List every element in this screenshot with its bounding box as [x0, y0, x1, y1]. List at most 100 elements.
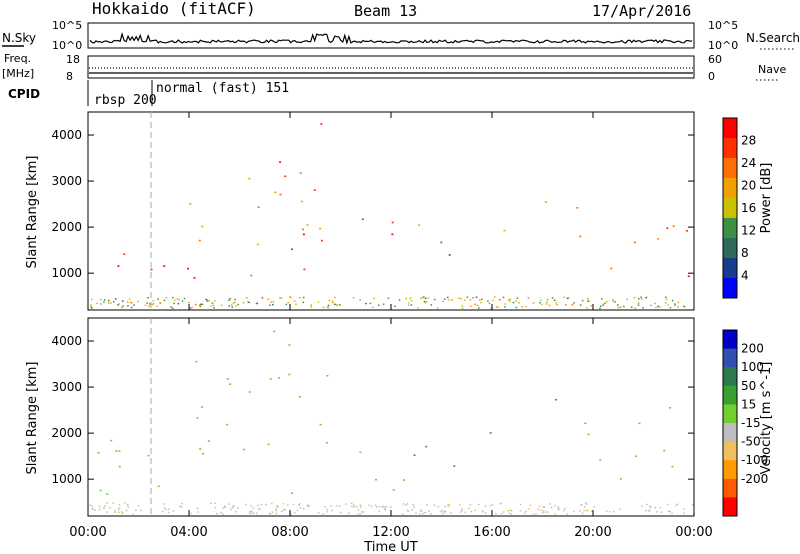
data-point [357, 509, 360, 511]
data-point [152, 300, 155, 302]
data-point [630, 306, 633, 308]
data-point [493, 296, 496, 298]
data-point [280, 510, 283, 513]
data-point [656, 511, 658, 513]
data-point [317, 301, 320, 303]
colorbar-swatch [723, 278, 737, 299]
data-point [405, 297, 407, 300]
data-point [324, 506, 326, 508]
data-point [197, 511, 199, 513]
data-point [284, 508, 286, 511]
data-point [245, 503, 247, 506]
data-point [118, 303, 120, 305]
data-point [196, 507, 199, 509]
data-point [646, 503, 648, 506]
data-point [491, 299, 494, 301]
data-point [302, 508, 305, 510]
data-point [365, 302, 367, 305]
data-point [350, 502, 353, 504]
data-point [110, 439, 113, 442]
data-point [107, 302, 110, 304]
data-point [481, 298, 483, 300]
data-point [667, 304, 670, 306]
data-point [256, 243, 259, 246]
data-point [550, 506, 553, 509]
data-point [406, 509, 409, 512]
data-point [410, 304, 413, 306]
data-point [499, 502, 502, 505]
data-point [174, 299, 176, 301]
data-point [507, 510, 509, 512]
data-point [98, 505, 101, 508]
freq-unit-label: [MHz] [2, 67, 34, 80]
data-point [130, 302, 133, 304]
data-point [682, 508, 685, 510]
data-point [220, 511, 222, 514]
data-point [279, 297, 281, 299]
data-point [234, 511, 237, 513]
data-point [107, 299, 110, 302]
data-point [637, 304, 640, 306]
data-point [118, 504, 121, 506]
data-point [272, 301, 275, 303]
data-point [103, 299, 106, 301]
data-point [463, 299, 466, 301]
data-point [572, 510, 575, 513]
data-point [519, 510, 522, 512]
data-point [603, 302, 606, 305]
data-point [406, 503, 409, 505]
data-point [118, 511, 120, 513]
data-point [439, 511, 442, 513]
time-xlabel: Time UT [363, 540, 417, 554]
data-point [490, 504, 492, 507]
data-point [191, 306, 193, 309]
data-point [581, 299, 584, 302]
data-point [368, 504, 371, 506]
data-point [402, 503, 405, 505]
data-point [424, 512, 426, 514]
cpid-label: CPID [8, 87, 40, 101]
data-point [491, 503, 494, 506]
data-point [248, 177, 251, 180]
data-point [306, 505, 309, 507]
data-point [443, 298, 446, 300]
freq-label: Freq. [4, 52, 31, 65]
data-point [181, 502, 183, 505]
velocity-panel: 1000 2000 3000 4000 Slant Range [km] 200 100… [25, 317, 774, 517]
data-point [359, 504, 362, 506]
data-point [590, 510, 593, 513]
data-point [580, 504, 582, 506]
data-point [251, 512, 253, 514]
data-point [600, 305, 602, 307]
data-point [413, 454, 416, 456]
data-point [250, 505, 252, 507]
data-point [443, 505, 446, 508]
colorbar-tick-label: 12 [741, 224, 756, 238]
data-point [387, 297, 390, 299]
data-point [674, 303, 676, 305]
data-point [258, 508, 261, 511]
data-point [525, 510, 527, 512]
data-point [335, 304, 338, 307]
data-point [210, 305, 212, 307]
data-point [302, 233, 305, 236]
data-point [228, 503, 230, 505]
data-point [326, 306, 329, 308]
data-point [510, 513, 513, 515]
data-point [512, 301, 515, 304]
data-point [642, 307, 644, 309]
data-point [544, 201, 547, 203]
data-point [641, 298, 643, 300]
data-point [90, 306, 92, 308]
data-point [268, 512, 271, 515]
data-point [641, 505, 643, 507]
data-point [167, 511, 170, 514]
data-point [457, 297, 460, 299]
data-point [650, 506, 652, 508]
beam-title: Beam 13 [354, 2, 417, 20]
data-point [665, 302, 667, 304]
data-point [269, 304, 271, 306]
noise-right-tick-bottom: 10^0 [708, 39, 738, 52]
y-tick-label: 2000 [51, 220, 82, 234]
x-tick-label: 16:00 [473, 525, 510, 540]
